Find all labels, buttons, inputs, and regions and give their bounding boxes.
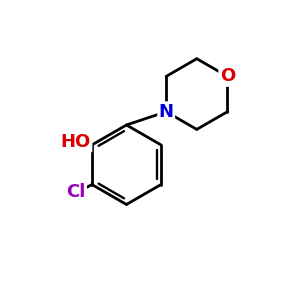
Text: HO: HO [61,133,91,151]
Text: N: N [159,103,174,121]
Text: O: O [220,68,235,85]
Text: Cl: Cl [66,183,86,201]
